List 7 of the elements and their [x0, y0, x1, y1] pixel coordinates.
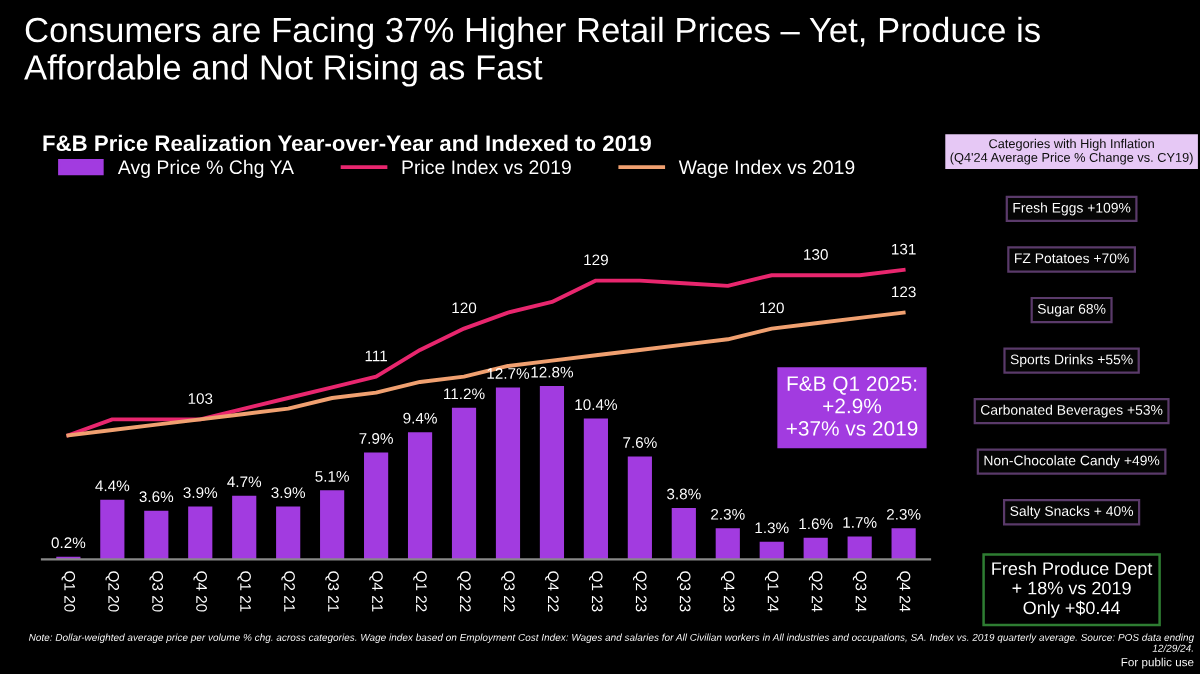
- text: Fresh Produce Dept + 18% vs 2019 Only +$0.44: [992, 561, 1153, 618]
- legend-label: Wage Index vs 2019: [678, 159, 855, 178]
- legend-label: Price Index vs 2019: [402, 159, 571, 175]
- legend-label: Avg Price % Chg YA: [117, 159, 294, 178]
- chart-subtitle: F&B Price Realization Year-over-Year and Indexed to 2019: [43, 134, 651, 152]
- annotation: F&B Q1 2025: +2.9% +37% vs 2019: [786, 376, 918, 436]
- chart-title: Consumers are Facing 37% Higher Retail Prices – Yet, Produce is Affordable and Not Rising as Fast: [24, 16, 1040, 87]
